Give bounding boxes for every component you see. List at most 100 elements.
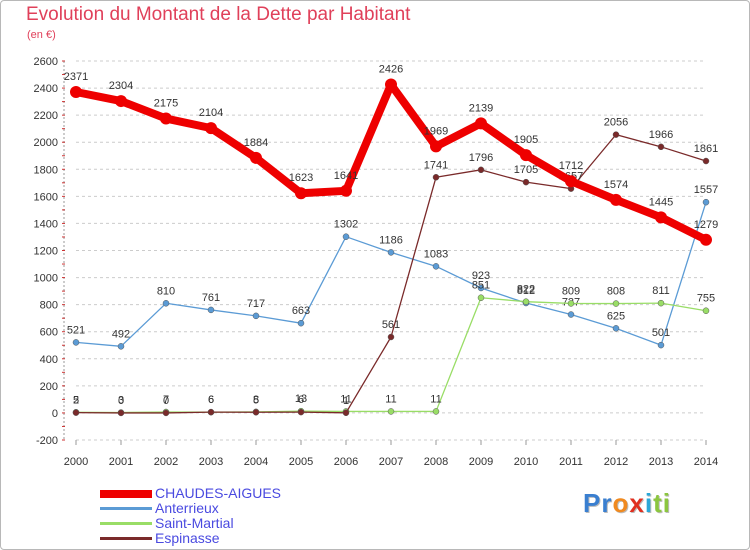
y-tick-label: 400 [40,354,58,366]
data-point [522,298,530,305]
data-point [657,341,665,349]
data-point [387,408,395,415]
data-label: 3 [118,395,124,407]
data-label: 663 [292,305,310,317]
y-tick-label: 1200 [34,246,58,258]
data-point [520,149,532,162]
data-point [340,184,352,197]
logo-letter: P [583,488,602,518]
data-label: 5 [73,394,79,406]
data-point [297,319,305,327]
data-point [432,263,440,270]
data-label: 6 [208,394,214,406]
data-point [387,333,395,341]
data-point [115,95,127,108]
data-label: 492 [112,328,130,340]
y-tick-label: 1000 [34,273,58,285]
x-tick-label: 2007 [379,456,403,468]
x-tick-label: 2009 [469,456,493,468]
data-label: 11 [430,393,441,405]
data-label: 1279 [694,219,718,231]
data-label: 6 [208,394,214,406]
legend-swatch [100,507,152,510]
data-point [205,122,217,135]
y-tick-label: 1800 [34,164,58,176]
data-label: 6 [298,394,304,406]
y-tick-label: 2400 [34,83,58,95]
data-point [477,166,485,174]
data-label: 1 [343,395,349,407]
data-label: 851 [472,280,490,292]
data-label: 810 [157,285,175,297]
data-point [430,140,442,153]
y-tick-label: 200 [40,381,58,393]
data-point [387,249,395,256]
data-label: 2056 [604,117,628,129]
data-label: 7 [163,394,169,406]
data-label: 1966 [649,129,673,141]
data-point [295,187,307,200]
data-label: 1884 [244,137,268,149]
data-label: 808 [607,286,625,298]
x-tick-label: 2014 [694,456,718,468]
x-tick-label: 2000 [64,456,88,468]
data-point [252,409,260,416]
x-tick-label: 2011 [559,456,583,468]
data-point [567,300,575,307]
data-label: 812 [517,285,535,297]
y-tick-label: 800 [40,300,58,312]
data-label: 11 [340,393,351,405]
data-point [657,143,665,151]
data-point [655,211,667,224]
data-label: 13 [295,393,307,405]
data-label: 822 [517,284,535,296]
data-point [612,131,620,138]
legend-item: Saint-Martial [100,516,320,531]
data-point [160,112,172,125]
logo-letter: r [601,488,613,518]
data-point [297,408,305,416]
data-point [477,294,485,301]
series-line-3 [75,133,707,414]
data-point [610,193,622,206]
data-point [612,325,620,332]
data-point [702,198,710,206]
data-label: 561 [382,319,400,331]
x-tick-label: 2004 [244,456,268,468]
data-label: 8 [253,394,259,406]
data-point [612,300,620,307]
data-point [250,151,262,164]
data-label: 1302 [334,219,358,231]
legend-swatch [100,537,152,540]
logo-letter: i [644,488,654,518]
data-point [162,409,170,417]
data-point [117,409,125,417]
legend-label: CHAUDES-AIGUES [155,485,282,501]
logo-letter: i [662,488,671,518]
legend-label: Anterrieux [155,500,219,516]
data-label: 755 [697,293,715,305]
data-label: 625 [607,310,625,322]
data-label: 2371 [64,71,88,83]
data-label: 1186 [379,234,403,246]
proxiti-logo: Proxiti [583,488,671,519]
legend-swatch [100,490,152,498]
y-tick-label: 1600 [34,191,58,203]
y-tick-label: 2000 [34,137,58,149]
data-label: 717 [247,298,265,310]
data-label: 501 [652,327,670,339]
legend: CHAUDES-AIGUES Anterrieux Saint-Martial Esp… [100,486,320,546]
data-label: 761 [202,292,220,304]
chart-title: Evolution du Montant de la Dette par Hab… [26,4,411,25]
data-label: 923 [472,270,490,282]
data-label: 1623 [289,172,313,184]
data-label: 521 [67,324,85,336]
logo-letter: o [612,488,630,518]
data-point [702,157,710,165]
data-label: 0 [118,395,124,407]
y-tick-label: 0 [52,408,58,420]
x-tick-label: 2010 [514,456,538,468]
x-tick-label: 2008 [424,456,448,468]
